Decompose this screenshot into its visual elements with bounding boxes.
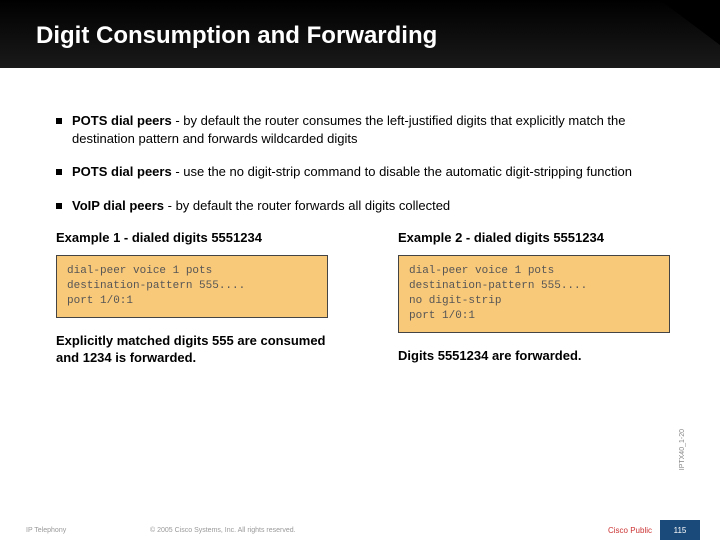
slide-title: Digit Consumption and Forwarding xyxy=(36,22,720,50)
bullet-bold: VoIP dial peers xyxy=(72,198,164,213)
footer-copyright: © 2005 Cisco Systems, Inc. All rights re… xyxy=(150,527,296,534)
example-1: Example 1 - dialed digits 5551234 dial-p… xyxy=(56,230,328,367)
bullet-bold: POTS dial peers xyxy=(72,113,172,128)
bullet-rest: - by default the router forwards all dig… xyxy=(164,198,450,213)
bullet-icon xyxy=(56,203,62,209)
example-1-result: Explicitly matched digits 555 are consum… xyxy=(56,332,328,367)
bullet-rest: - use the no digit-strip command to disa… xyxy=(172,164,632,179)
footer-left: IP Telephony xyxy=(26,527,66,534)
corner-decoration xyxy=(660,0,720,45)
examples-container: Example 1 - dialed digits 5551234 dial-p… xyxy=(56,230,670,367)
bullet-bold: POTS dial peers xyxy=(72,164,172,179)
slide-header: Digit Consumption and Forwarding xyxy=(0,0,720,68)
example-1-code: dial-peer voice 1 pots destination-patte… xyxy=(56,255,328,318)
bullet-item: VoIP dial peers - by default the router … xyxy=(56,197,670,215)
slide-footer: IP Telephony © 2005 Cisco Systems, Inc. … xyxy=(0,520,720,540)
bullet-item: POTS dial peers - use the no digit-strip… xyxy=(56,163,670,181)
bullet-icon xyxy=(56,169,62,175)
footer-page-number: 115 xyxy=(660,520,700,540)
example-2-code: dial-peer voice 1 pots destination-patte… xyxy=(398,255,670,332)
bullet-text: VoIP dial peers - by default the router … xyxy=(72,197,450,215)
bullet-text: POTS dial peers - use the no digit-strip… xyxy=(72,163,632,181)
footer-classification: Cisco Public xyxy=(608,526,652,535)
example-2-title: Example 2 - dialed digits 5551234 xyxy=(398,230,670,245)
example-2: Example 2 - dialed digits 5551234 dial-p… xyxy=(398,230,670,367)
side-reference-label: IPTX40_1-20 xyxy=(679,429,686,470)
example-2-result: Digits 5551234 are forwarded. xyxy=(398,347,670,365)
bullet-text: POTS dial peers - by default the router … xyxy=(72,112,670,147)
bullet-item: POTS dial peers - by default the router … xyxy=(56,112,670,147)
slide-content: POTS dial peers - by default the router … xyxy=(0,68,720,367)
example-1-title: Example 1 - dialed digits 5551234 xyxy=(56,230,328,245)
bullet-icon xyxy=(56,118,62,124)
